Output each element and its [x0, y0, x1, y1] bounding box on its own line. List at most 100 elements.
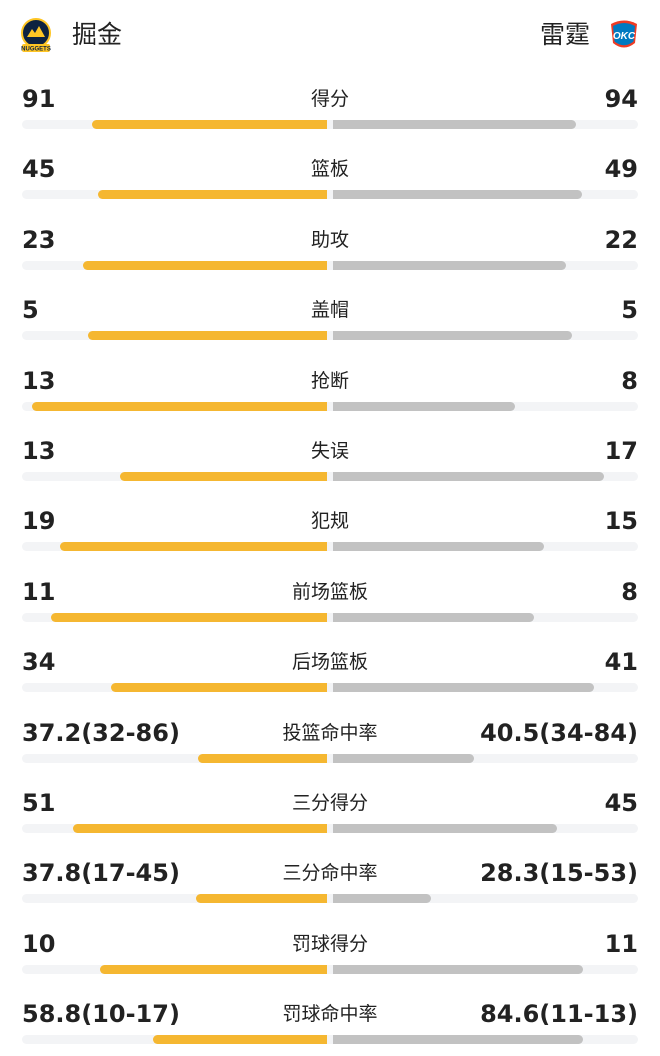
home-stat-bar	[50, 612, 327, 622]
stat-bar-track	[22, 683, 638, 693]
away-stat-value: 8	[621, 366, 638, 395]
home-stat-value: 10	[22, 929, 56, 958]
stat-label: 抢断	[310, 369, 349, 392]
away-stat-value: 40.5(34-84)	[480, 718, 638, 747]
stat-bar-track	[22, 612, 638, 622]
away-stat-bar	[333, 753, 474, 763]
away-stat-bar	[333, 823, 557, 833]
stat-bar-track	[22, 542, 638, 552]
stat-row: 58.8(10-17) 罚球命中率 84.6(11-13)	[0, 985, 660, 1055]
stat-row: 13 抢断 8	[0, 352, 660, 422]
home-stat-bar	[98, 190, 327, 200]
stat-label: 得分	[310, 88, 349, 110]
home-stat-bar	[73, 823, 327, 833]
home-stat-bar	[197, 753, 327, 763]
away-stat-value: 94	[604, 85, 638, 113]
stat-label: 前场篮板	[291, 580, 368, 603]
stat-bar-track	[22, 260, 638, 270]
home-stat-value: 23	[22, 225, 56, 254]
stat-row: 91 得分 94	[0, 70, 660, 140]
away-stat-value: 41	[604, 648, 638, 677]
away-stat-value: 28.3(15-53)	[480, 859, 638, 888]
home-stat-value: 13	[22, 366, 56, 395]
away-stat-bar	[333, 190, 582, 200]
away-stat-value: 22	[604, 225, 638, 254]
home-team-name[interactable]: 掘金	[72, 20, 123, 49]
away-stat-bar	[333, 894, 432, 904]
stat-bar-track	[22, 120, 638, 129]
stat-row: 45 篮板 49	[0, 140, 660, 210]
thunder-logo-icon[interactable]: OKC	[608, 17, 640, 53]
stat-row: 37.2(32-86) 投篮命中率 40.5(34-84)	[0, 704, 660, 774]
home-stat-bar	[92, 120, 327, 129]
away-stat-bar	[333, 964, 584, 974]
stat-bar-track	[22, 471, 638, 481]
away-stat-bar	[333, 542, 544, 552]
home-stat-value: 34	[22, 648, 56, 677]
stat-label: 篮板	[310, 158, 349, 181]
match-header: NUGGETS 掘金 雷霆 OKC	[0, 0, 660, 70]
away-stat-value: 11	[604, 929, 638, 958]
stat-label: 助攻	[310, 228, 349, 251]
home-stat-value: 37.8(17-45)	[22, 859, 180, 888]
home-stat-bar	[83, 260, 327, 270]
stat-row: 34 后场篮板 41	[0, 633, 660, 703]
away-stat-value: 45	[604, 788, 638, 817]
home-stat-bar	[120, 471, 327, 481]
stat-row: 11 前场篮板 8	[0, 563, 660, 633]
away-stat-value: 84.6(11-13)	[480, 1000, 638, 1029]
stat-bar-track	[22, 331, 638, 341]
stat-label: 罚球命中率	[282, 1003, 378, 1026]
stat-bar-track	[22, 401, 638, 411]
stat-row: 51 三分得分 45	[0, 774, 660, 844]
home-stat-value: 45	[22, 155, 56, 184]
away-stat-value: 5	[621, 296, 638, 325]
away-stat-bar	[333, 260, 567, 270]
stat-label: 盖帽	[310, 299, 349, 322]
away-team-name[interactable]: 雷霆	[539, 20, 590, 49]
home-stat-value: 51	[22, 788, 56, 817]
away-stat-bar	[333, 401, 515, 411]
stat-row: 5 盖帽 5	[0, 281, 660, 351]
away-stat-value: 8	[621, 577, 638, 606]
home-stat-value: 11	[22, 577, 56, 606]
away-stat-bar	[333, 120, 576, 129]
away-stat-bar	[333, 612, 535, 622]
home-stat-value: 58.8(10-17)	[22, 1000, 180, 1029]
team-stats-comparison: 91 得分 94 45 篮板 49 23 助攻 22 5 盖帽 5 13 抢断 8 13 失误 17 19 犯规 15 1…	[0, 70, 660, 1055]
stat-row: 23 助攻 22	[0, 211, 660, 281]
away-stat-bar	[333, 683, 594, 693]
stat-bar-track	[22, 1035, 638, 1045]
stat-bar-track	[22, 190, 638, 200]
stat-label: 投篮命中率	[282, 721, 378, 744]
home-stat-bar	[110, 683, 327, 693]
home-stat-value: 91	[22, 85, 56, 113]
stat-row: 19 犯规 15	[0, 492, 660, 562]
home-stat-bar	[60, 542, 327, 552]
stat-row: 13 失误 17	[0, 422, 660, 492]
stat-label: 失误	[310, 439, 349, 462]
home-stat-value: 5	[22, 296, 39, 325]
away-stat-value: 17	[604, 436, 638, 465]
away-stat-bar	[333, 471, 604, 481]
stat-bar-track	[22, 753, 638, 763]
nuggets-logo-icon[interactable]: NUGGETS	[20, 17, 52, 53]
stat-label: 三分得分	[291, 791, 368, 814]
home-stat-bar	[99, 964, 327, 974]
away-stat-bar	[333, 331, 572, 341]
svg-text:NUGGETS: NUGGETS	[21, 47, 51, 53]
home-stat-value: 19	[22, 507, 56, 536]
home-stat-bar	[195, 894, 327, 904]
stat-label: 罚球得分	[291, 932, 368, 955]
away-stat-bar	[333, 1035, 583, 1045]
home-stat-bar	[153, 1035, 327, 1045]
stat-label: 犯规	[310, 510, 349, 533]
stat-row: 10 罚球得分 11	[0, 915, 660, 985]
stat-bar-track	[22, 894, 638, 904]
away-stat-value: 15	[604, 507, 638, 536]
svg-text:OKC: OKC	[613, 31, 636, 42]
away-stat-value: 49	[604, 155, 638, 184]
stat-bar-track	[22, 964, 638, 974]
home-stat-value: 37.2(32-86)	[22, 718, 180, 747]
stat-label: 三分命中率	[282, 862, 378, 885]
